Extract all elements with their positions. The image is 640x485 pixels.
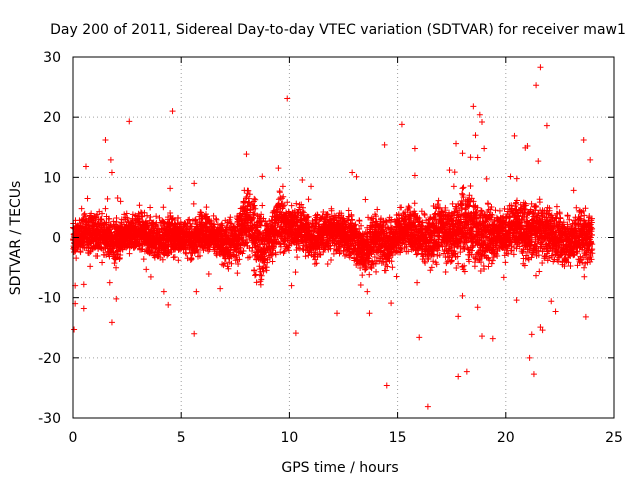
data-point (356, 218, 362, 224)
data-point (328, 257, 334, 263)
data-point (82, 211, 88, 217)
data-point (450, 201, 456, 207)
data-point (394, 273, 400, 279)
data-point (460, 185, 466, 191)
data-point (147, 214, 153, 220)
data-point (443, 269, 449, 275)
data-point (259, 202, 265, 208)
data-point (111, 260, 117, 266)
data-point (85, 195, 91, 201)
data-point (206, 271, 212, 277)
data-point (412, 200, 418, 206)
data-point (346, 208, 352, 214)
data-point (485, 201, 491, 207)
data-point (175, 257, 181, 263)
data-point (299, 177, 305, 183)
data-point (492, 207, 498, 213)
data-point (303, 253, 309, 259)
data-point (294, 254, 300, 260)
data-point (160, 204, 166, 210)
data-point (383, 267, 389, 273)
data-point (113, 265, 119, 271)
data-point (427, 267, 433, 273)
data-points (70, 64, 595, 409)
data-point (359, 272, 365, 278)
data-point (73, 255, 79, 261)
data-point (448, 259, 454, 265)
data-point (141, 256, 147, 262)
data-point (115, 195, 121, 201)
data-point (147, 204, 153, 210)
data-point (219, 261, 225, 267)
data-point (227, 214, 233, 220)
data-point (105, 196, 111, 202)
data-point (114, 219, 120, 225)
data-point (136, 202, 142, 208)
data-point (422, 212, 428, 218)
data-point (468, 183, 474, 189)
data-point (373, 269, 379, 275)
data-point (436, 198, 442, 204)
data-point (459, 191, 465, 197)
data-point (259, 173, 265, 179)
data-point (452, 169, 458, 175)
data-point (275, 165, 281, 171)
data-point (362, 197, 368, 203)
data-point (398, 204, 404, 210)
data-point (414, 280, 420, 286)
data-point (460, 184, 466, 190)
data-point (429, 264, 435, 270)
data-point (366, 272, 372, 278)
data-point (389, 264, 395, 270)
data-point (148, 274, 154, 280)
data-point (284, 199, 290, 205)
data-point (234, 270, 240, 276)
data-point (143, 266, 149, 272)
data-point (94, 253, 100, 259)
data-point (484, 176, 490, 182)
data-point (468, 154, 474, 160)
data-point (189, 256, 195, 262)
data-point (243, 151, 249, 157)
data-point (306, 196, 312, 202)
data-point (172, 254, 178, 260)
data-point (126, 251, 132, 257)
data-point (191, 201, 197, 207)
data-point (99, 260, 105, 266)
data-point (87, 263, 93, 269)
data-point (293, 269, 299, 275)
data-point (102, 206, 108, 212)
data-point (203, 204, 209, 210)
data-point (167, 185, 173, 191)
data-point (325, 261, 331, 267)
data-point (277, 189, 283, 195)
